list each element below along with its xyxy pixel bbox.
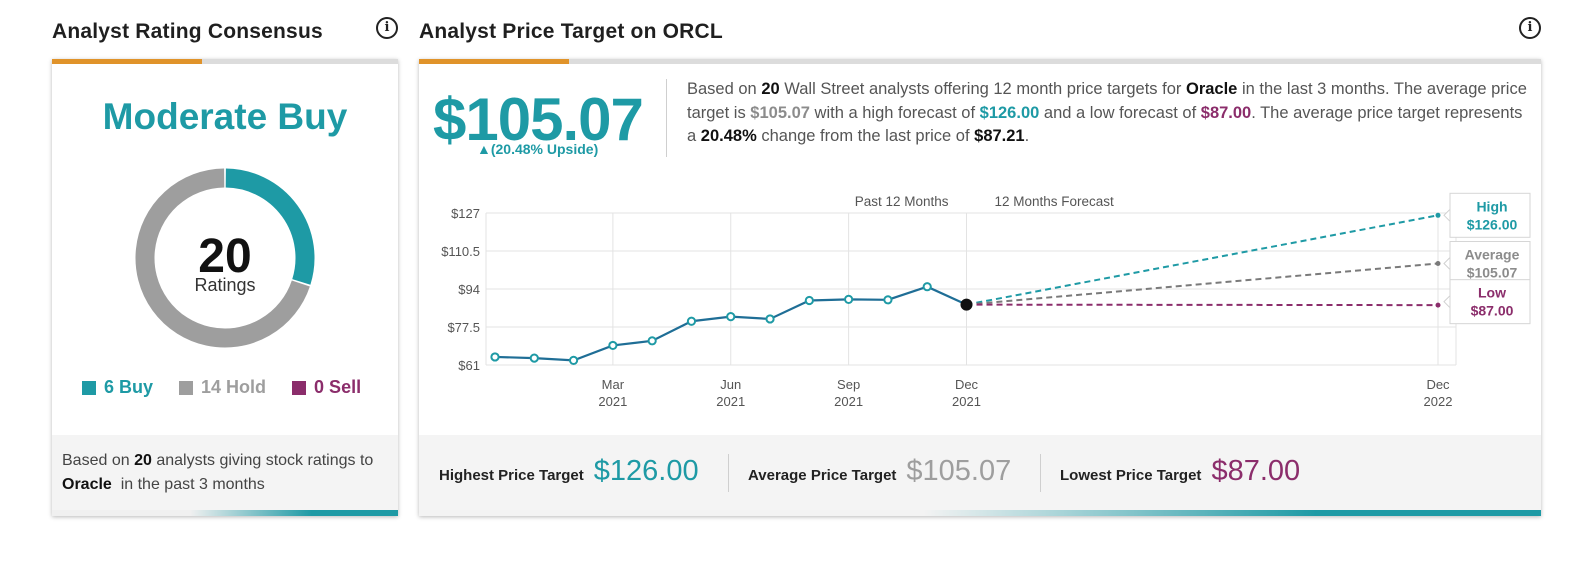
forecast-callout-low: Low $87.00 [1443,279,1531,325]
card-bottom-bar [419,510,1541,516]
callout-label: Average [1465,247,1520,263]
forecast-callout-high: High $126.00 [1443,192,1531,238]
history-point [804,295,814,306]
callout-label: Low [1478,285,1506,301]
ratings-footnote: Based on 20 analysts giving stock rating… [52,435,398,510]
card-top-bar [52,59,398,64]
ratings-count: 20 [198,230,252,283]
price-target-chart: $61 $77.5 $94 $110.5 $127 Mar 2021 Jun 2021 Sep 20… [441,192,1531,409]
card-bottom-bar [52,510,398,516]
callout-pointer [1443,208,1451,222]
x-tick-label: 2021 [716,394,745,409]
x-tick-label: Sep [837,377,860,392]
history-point [883,295,893,305]
callout-value: $87.00 [1471,303,1514,319]
history-point [960,298,973,311]
x-tick-label: 2022 [1424,394,1453,409]
legend-hold: 14 Hold [179,377,266,398]
callout-label: High [1476,198,1507,214]
x-tick-label: Mar [602,377,625,392]
y-tick-label: $77.5 [447,320,480,335]
y-tick-label: $110.5 [441,244,480,259]
history-point [490,352,500,362]
lowest-price-target: Lowest Price Target $87.00 [1060,455,1301,487]
rating-consensus-card: Moderate Buy 20 Ratings 6 Buy 14 Hold 0 … [52,59,398,516]
callout-pointer [1443,295,1451,309]
highest-price-target: Highest Price Target $126.00 [439,455,699,487]
legend-sell: 0 Sell [292,377,361,398]
forecast-endpoint [1435,261,1441,267]
y-tick-label: $94 [458,282,480,297]
upside-badge: ▲(20.48% Upside) [477,141,599,157]
x-tick-label: Dec [1426,377,1450,392]
forecast-callout-average: Average $105.07 [1443,241,1531,287]
ratings-donut-chart [135,168,315,348]
past-12-months-label: Past 12 Months [855,194,949,209]
y-tick-label: $61 [458,358,480,373]
callout-box [1449,279,1531,325]
callout-box [1449,241,1531,287]
forecast-endpoint [1435,212,1441,218]
history-point [844,294,854,304]
price-target-summary: Highest Price Target $126.00 Average Pri… [419,435,1541,510]
card-top-bar [419,59,1541,64]
ratings-legend: 6 Buy 14 Hold 0 Sell [82,377,361,398]
forecast-line-average [966,262,1439,306]
callout-value: $105.07 [1467,265,1518,281]
history-point [922,282,932,292]
price-target-description: Based on 20 Wall Street analysts offerin… [687,80,1527,145]
ratings-label: Ratings [194,275,256,295]
x-tick-label: Dec [955,377,979,392]
forecast-line-high [966,214,1439,306]
callout-value: $126.00 [1467,216,1518,232]
donut-slice-hold [135,168,310,348]
history-point [568,355,579,365]
history-point [686,316,697,326]
info-icon[interactable]: i [376,17,398,39]
y-tick-label: $127 [451,206,480,221]
x-tick-label: 2021 [834,394,863,409]
history-point [765,314,775,324]
average-price-target: $105.07 [433,86,644,153]
history-point [726,312,736,322]
consensus-rating: Moderate Buy [102,96,348,137]
rating-consensus-title: Analyst Rating Consensus [52,20,323,43]
price-target-card: $105.07 ▲(20.48% Upside) Based on 20 Wal… [419,59,1541,516]
history-point [647,336,657,346]
price-target-title: Analyst Price Target on ORCL [419,20,723,43]
forecast-label: 12 Months Forecast [995,194,1115,209]
donut-slice-buy [225,168,315,285]
legend-buy: 6 Buy [82,377,153,398]
history-point [608,340,618,351]
callout-box [1449,192,1531,238]
forecast-endpoint [1435,302,1441,308]
history-point [529,353,539,363]
x-tick-label: Jun [720,377,741,392]
callout-pointer [1443,257,1451,270]
average-price-target-summary: Average Price Target $105.07 [748,455,1012,487]
x-tick-label: 2021 [952,394,981,409]
x-tick-label: 2021 [598,394,627,409]
info-icon[interactable]: i [1519,17,1541,39]
